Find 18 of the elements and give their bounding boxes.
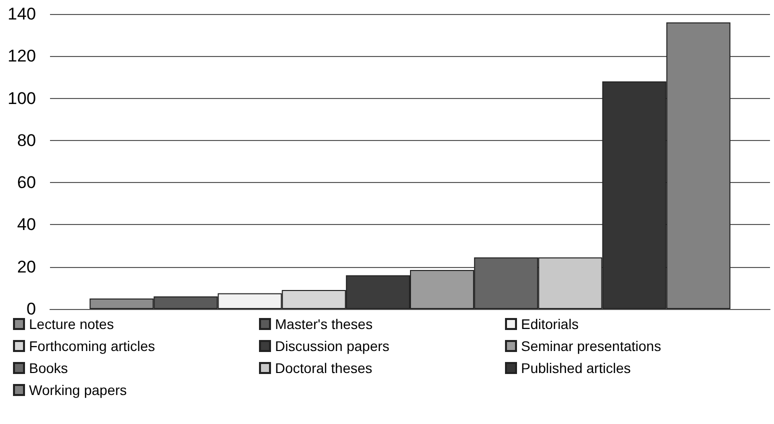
y-tick-label: 100 <box>8 88 36 108</box>
y-tick-label: 20 <box>17 257 36 276</box>
legend-label: Published articles <box>521 360 631 376</box>
legend-label: Forthcoming articles <box>29 338 156 354</box>
y-tick-label: 80 <box>17 130 36 150</box>
legend-label: Books <box>29 360 68 376</box>
y-tick-label: 120 <box>8 46 36 66</box>
legend-label: Lecture notes <box>29 316 114 332</box>
legend-label: Working papers <box>29 382 127 398</box>
legend-label: Doctoral theses <box>275 360 372 376</box>
legend-label: Editorials <box>521 316 579 332</box>
y-tick-label: 60 <box>17 173 36 192</box>
legend-label: Master's theses <box>275 316 373 332</box>
y-tick-label: 40 <box>17 215 36 234</box>
y-tick-label: 140 <box>8 4 36 24</box>
legend-label: Seminar presentations <box>521 338 662 354</box>
legend-label: Discussion papers <box>275 338 390 354</box>
y-tick-label: 0 <box>26 300 36 318</box>
